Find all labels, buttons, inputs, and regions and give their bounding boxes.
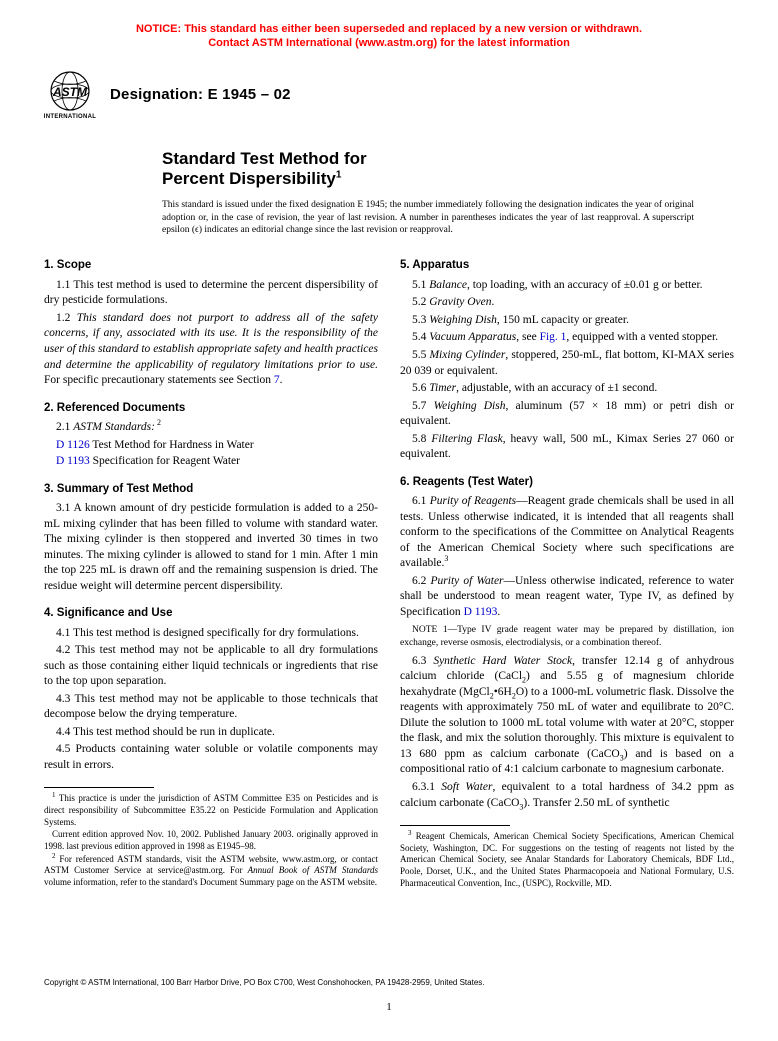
sig-p5: 4.5 Products containing water soluble or… — [44, 742, 378, 773]
ref-d1193-link[interactable]: D 1193 — [56, 455, 90, 467]
ref-d1126: D 1126 Test Method for Hardness in Water — [56, 438, 378, 454]
footnote-1b: Current edition approved Nov. 10, 2002. … — [44, 829, 378, 852]
sig-p2: 4.2 This test method may not be applicab… — [44, 643, 378, 690]
app-p6: 5.6 Timer, adjustable, with an accuracy … — [400, 381, 734, 397]
scope-p2: 1.2 This standard does not purport to ad… — [44, 311, 378, 389]
sig-head: 4. Significance and Use — [44, 606, 378, 622]
app-p8: 5.8 Filtering Flask, heavy wall, 500 mL,… — [400, 432, 734, 463]
astm-logo: ASTM INTERNATIONAL — [44, 69, 96, 123]
refs-p1: 2.1 ASTM Standards: 2 — [44, 420, 378, 436]
title-super: 1 — [336, 169, 342, 180]
designation: Designation: E 1945 – 02 — [110, 85, 291, 105]
page-number: 1 — [0, 1000, 778, 1015]
footnote-separator — [44, 787, 154, 788]
fig1-link[interactable]: Fig. 1 — [540, 331, 567, 343]
note-1: NNOTE 1—Type IV grade reagent water may … — [400, 624, 734, 650]
ref-d1126-link[interactable]: D 1126 — [56, 439, 90, 451]
sig-p1: 4.1 This test method is designed specifi… — [44, 626, 378, 642]
title-line2: Percent Dispersibility — [162, 169, 336, 188]
ref-d1193: D 1193 Specification for Reagent Water — [56, 454, 378, 470]
footnote-1: 1 This practice is under the jurisdictio… — [44, 793, 378, 828]
app-p3: 5.3 Weighing Dish, 150 mL capacity or gr… — [400, 313, 734, 329]
scope-head: 1. Scope — [44, 258, 378, 274]
notice-banner: NOTICE: This standard has either been su… — [44, 22, 734, 51]
issued-note: This standard is issued under the fixed … — [162, 199, 694, 236]
title-line1: Standard Test Method for — [162, 149, 367, 168]
refs-list: D 1126 Test Method for Hardness in Water… — [56, 438, 378, 470]
scope-p1: 1.1 This test method is used to determin… — [44, 278, 378, 309]
d1193-link[interactable]: D 1193 — [464, 606, 498, 618]
summary-p1: 3.1 A known amount of dry pesticide form… — [44, 501, 378, 594]
app-p2: 5.2 Gravity Oven. — [400, 295, 734, 311]
apparatus-head: 5. Apparatus — [400, 258, 734, 274]
content-columns: 1. Scope 1.1 This test method is used to… — [44, 258, 734, 890]
reag-p1: 6.1 Purity of Reagents—Reagent grade che… — [400, 494, 734, 572]
summary-head: 3. Summary of Test Method — [44, 482, 378, 498]
sig-p4: 4.4 This test method should be run in du… — [44, 725, 378, 741]
app-p1: 5.1 Balance, top loading, with an accura… — [400, 278, 734, 294]
reagents-head: 6. Reagents (Test Water) — [400, 475, 734, 491]
notice-line1: NOTICE: This standard has either been su… — [136, 23, 642, 35]
reag-p3: 6.3 Synthetic Hard Water Stock, transfer… — [400, 654, 734, 778]
right-column: 5. Apparatus 5.1 Balance, top loading, w… — [400, 258, 734, 890]
left-column: 1. Scope 1.1 This test method is used to… — [44, 258, 378, 890]
refs-head: 2. Referenced Documents — [44, 401, 378, 417]
logo-label: INTERNATIONAL — [44, 113, 96, 121]
notice-line2: Contact ASTM International (www.astm.org… — [208, 37, 570, 49]
svg-text:ASTM: ASTM — [52, 85, 88, 99]
app-p7: 5.7 Weighing Dish, aluminum (57 × 18 mm)… — [400, 399, 734, 430]
reag-p4: 6.3.1 Soft Water, equivalent to a total … — [400, 780, 734, 811]
reag-p2: 6.2 Purity of Water—Unless otherwise ind… — [400, 574, 734, 621]
header-row: ASTM INTERNATIONAL Designation: E 1945 –… — [44, 69, 734, 123]
sig-p3: 4.3 This test method may not be applicab… — [44, 692, 378, 723]
footnote-separator-right — [400, 825, 510, 826]
app-p4: 5.4 Vacuum Apparatus, see Fig. 1, equipp… — [400, 330, 734, 346]
copyright: Copyright © ASTM International, 100 Barr… — [44, 978, 734, 989]
title-block: Standard Test Method for Percent Dispers… — [162, 149, 734, 190]
app-p5: 5.5 Mixing Cylinder, stoppered, 250-mL, … — [400, 348, 734, 379]
footnote-3: 3 Reagent Chemicals, American Chemical S… — [400, 831, 734, 889]
footnote-2: 2 For referenced ASTM standards, visit t… — [44, 854, 378, 889]
